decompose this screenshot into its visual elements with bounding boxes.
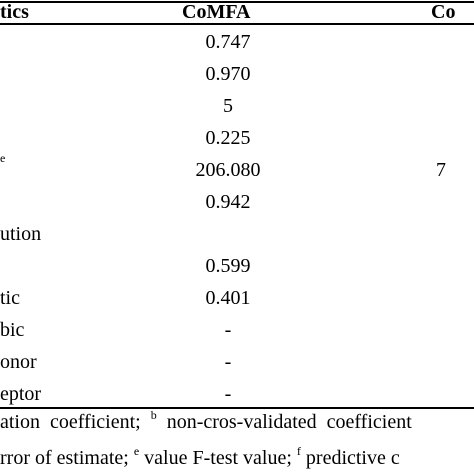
header-comsia: Co xyxy=(431,1,456,23)
comfa-value: 5 xyxy=(223,95,233,117)
table-row: 0.747 xyxy=(0,26,474,58)
comfa-value: 0.225 xyxy=(205,127,251,149)
footnote-e-marker: e xyxy=(133,444,140,458)
table-row: 0.942 xyxy=(0,186,474,218)
footnote-line-2: rror of estimate; e value F-test value; … xyxy=(0,444,400,470)
footnote-line-1: ation coefficient; b non-cros-validated … xyxy=(0,408,412,434)
table-row: 5 xyxy=(0,90,474,122)
comfa-value: 0.401 xyxy=(205,287,251,309)
comfa-value: 206.080 xyxy=(195,159,261,181)
footnote-f-marker: f xyxy=(296,444,301,458)
footnote-a-text: ation coefficient; xyxy=(0,411,151,433)
table-row: ution xyxy=(0,218,474,250)
comfa-value: 0.970 xyxy=(205,63,251,85)
comfa-value: 0.747 xyxy=(205,31,251,53)
footnote-b-marker: b xyxy=(150,408,157,422)
row-parameter: onor xyxy=(0,351,37,373)
row-parameter: ution xyxy=(0,223,42,245)
header-statistics: tics xyxy=(0,1,29,23)
comfa-value: - xyxy=(224,383,232,405)
table-row: bic - xyxy=(0,314,474,346)
comfa-value: - xyxy=(224,319,232,341)
header-rule xyxy=(0,23,474,25)
header-comfa: CoMFA xyxy=(182,1,251,23)
footnote-e-text: value F-test value; xyxy=(139,447,297,469)
row-parameter: bic xyxy=(0,319,25,341)
footnote-d-text: rror of estimate; xyxy=(0,447,134,469)
row-parameter: tic xyxy=(0,287,20,309)
table-row: e 206.080 7 xyxy=(0,152,474,186)
table-row: onor - xyxy=(0,346,474,378)
comfa-value: 0.599 xyxy=(205,255,251,277)
table-row: tic 0.401 xyxy=(0,282,474,314)
table-row: 0.599 xyxy=(0,250,474,282)
table-bottom-rule xyxy=(0,407,474,409)
table-row: 0.970 xyxy=(0,58,474,90)
row-parameter: eptor xyxy=(0,383,42,405)
table-row: 0.225 xyxy=(0,122,474,154)
table-top-rule xyxy=(0,1,474,3)
comfa-value: - xyxy=(224,351,232,373)
footnote-b-text: non-cros-validated coefficient xyxy=(156,411,412,433)
table-row: eptor - xyxy=(0,378,474,410)
footnote-f-text: predictive c xyxy=(300,447,400,469)
comfa-value: 0.942 xyxy=(205,191,251,213)
comsia-value: 7 xyxy=(436,159,446,181)
